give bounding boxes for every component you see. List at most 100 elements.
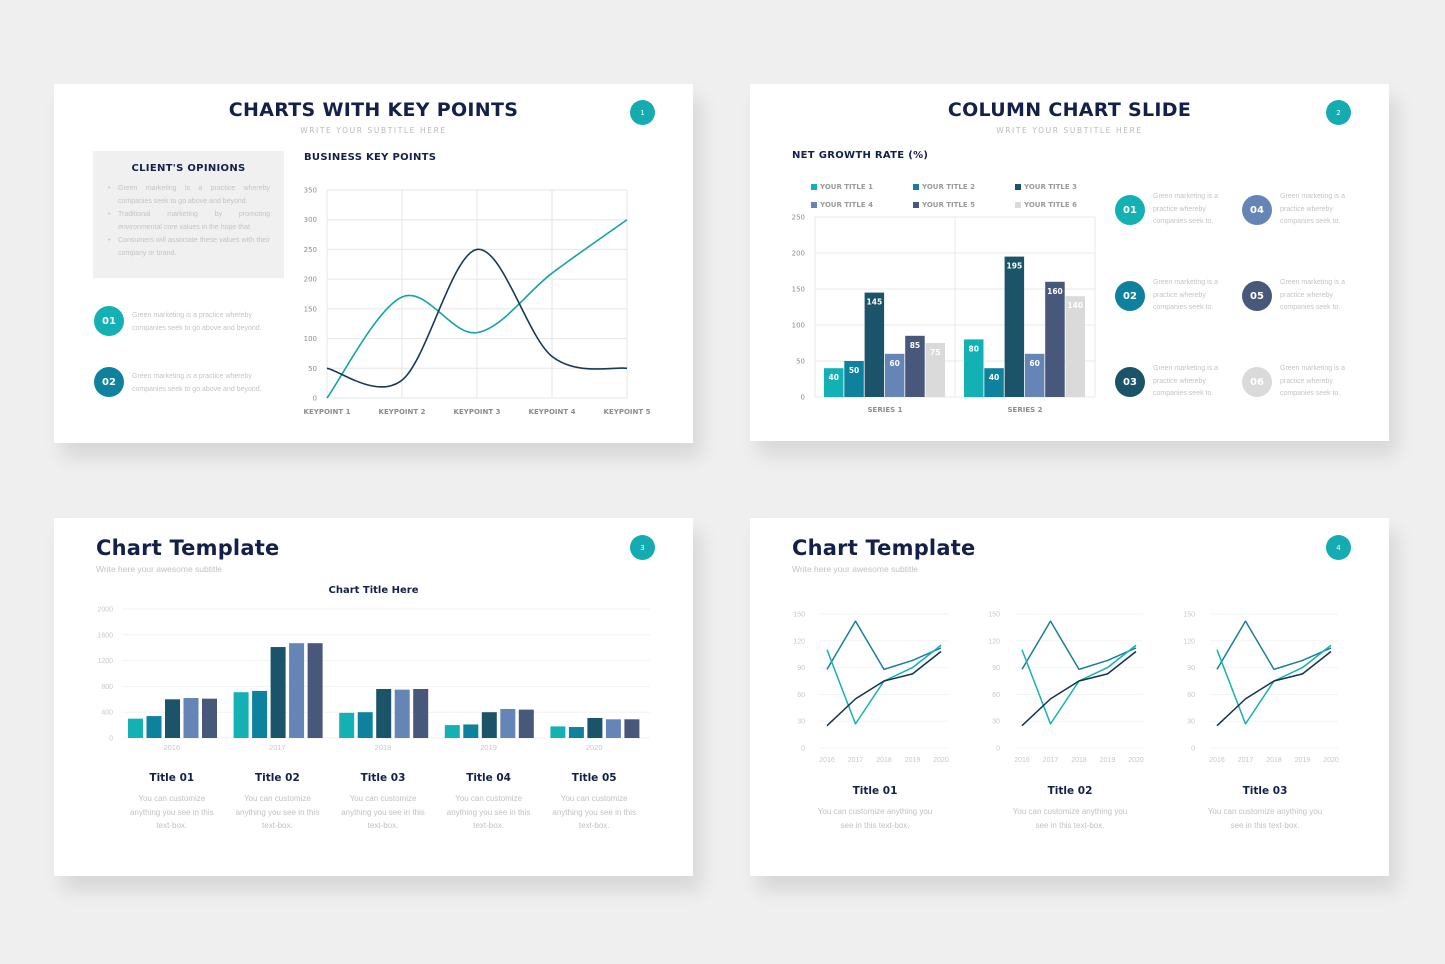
y-tick-label: 30 [1187, 719, 1195, 726]
legend-swatch [811, 184, 817, 190]
slide-subtitle: Write here your awesome subtitle [96, 564, 222, 574]
bar [984, 368, 1004, 397]
x-tick-label: KEYPOINT 5 [604, 408, 651, 416]
slide-chart-template-bars[interactable]: Chart Template Write here your awesome s… [54, 518, 693, 876]
chart-title: Chart Title Here [328, 585, 419, 596]
x-tick-label: SERIES 2 [1008, 406, 1043, 414]
slide-column-chart[interactable]: COLUMN CHART SLIDE WRITE YOUR SUBTITLE H… [750, 84, 1389, 441]
point-text-02: Green marketing is a practice whereby co… [1153, 279, 1218, 311]
bar-value-label: 195 [1007, 262, 1023, 271]
y-tick-label: 120 [988, 638, 1000, 645]
slide-title: Chart Template [96, 536, 280, 560]
legend-label: YOUR TITLE 3 [1024, 183, 1077, 191]
bar [307, 643, 323, 738]
y-tick-label: 0 [313, 395, 317, 403]
bar [824, 368, 844, 397]
y-tick-label: 90 [1187, 665, 1195, 672]
line-series [1021, 620, 1137, 671]
legend-swatch [913, 184, 919, 190]
slide-chart-template-lines[interactable]: Chart Template Write here your awesome s… [750, 518, 1389, 876]
bar [864, 292, 885, 397]
y-tick-label: 60 [797, 692, 805, 699]
y-tick-label: 200 [304, 276, 317, 284]
page-number-badge: 1 [630, 100, 655, 125]
y-tick-label: 250 [304, 246, 317, 254]
x-tick-label: 2017 [1043, 757, 1059, 764]
bar-value-label: 80 [969, 344, 979, 353]
client-opinions-heading: CLIENT'S OPINIONS [131, 163, 246, 174]
x-tick-label: 2016 [1014, 757, 1030, 764]
bar [605, 719, 621, 738]
column-description: You can customize anything you see in th… [446, 794, 531, 830]
bar [146, 716, 162, 738]
legend-item: YOUR TITLE 6 [1015, 201, 1077, 209]
point-badge-02: 02 [1115, 281, 1145, 311]
x-tick-label: 2017 [269, 743, 286, 752]
x-tick-label: 2019 [1295, 757, 1311, 764]
column-description: You can customize anything you see in th… [1012, 807, 1128, 830]
y-tick-label: 0 [996, 746, 1000, 753]
y-tick-label: 30 [992, 719, 1000, 726]
x-tick-label: 2018 [375, 743, 392, 752]
line-series [826, 644, 942, 725]
x-tick-label: 2020 [586, 743, 603, 752]
column-title: Title 02 [1047, 785, 1093, 797]
bar [376, 688, 392, 738]
grid [326, 189, 628, 399]
column-description: You can customize anything you see in th… [129, 794, 214, 830]
bar [394, 689, 410, 738]
x-tick-label: 2016 [1209, 757, 1225, 764]
bar [624, 719, 640, 738]
client-opinions-box: CLIENT'S OPINIONS • Green marketing is a … [93, 151, 284, 278]
bar [844, 361, 864, 397]
chart-title: NET GROWTH RATE (%) [792, 150, 929, 161]
bar [1004, 256, 1025, 397]
page-number-badge: 2 [1326, 100, 1351, 125]
bar [905, 335, 925, 397]
y-tick-label: 60 [1187, 692, 1195, 699]
bar [252, 690, 268, 738]
slide-subtitle: WRITE YOUR SUBTITLE HERE [996, 126, 1143, 135]
column-title: Title 04 [466, 772, 511, 784]
column-title: Title 05 [571, 772, 617, 784]
x-tick-label: KEYPOINT 1 [304, 408, 351, 416]
bar [1024, 353, 1045, 397]
point-badge-05: 05 [1242, 281, 1272, 311]
bar [568, 727, 584, 738]
y-tick-label: 150 [304, 305, 317, 313]
bar [587, 718, 603, 738]
opinions-list: • Green marketing is a practice whereby c… [108, 183, 270, 260]
y-tick-label: 30 [797, 719, 805, 726]
x-tick-label: 2020 [933, 757, 949, 764]
bar [202, 698, 217, 738]
point-badge-02: 02 [94, 367, 124, 397]
line-series [326, 248, 628, 388]
line-series [826, 620, 942, 671]
chart-title: BUSINESS KEY POINTS [304, 152, 437, 163]
bar-value-label: 140 [1067, 301, 1083, 310]
y-tick-label: 0 [1191, 746, 1195, 753]
chart-title-here-bar-chart: 0 400 800 1200 1600 2000 2016 2017 2018 2019 2020 [54, 518, 693, 876]
x-tick-label: 2016 [163, 743, 180, 752]
bar [339, 712, 355, 738]
bar-value-label: 40 [989, 373, 999, 382]
y-tick-label: 0 [109, 736, 113, 743]
net-growth-rate-chart: 0 50 100 150 200 250 40 50 145 60 85 75 SERIES 1 80 40… [750, 84, 1389, 441]
x-tick-label: 2019 [905, 757, 921, 764]
column-description: You can customize anything you see in th… [552, 794, 636, 830]
legend-swatch [1015, 202, 1021, 208]
bar [550, 726, 566, 738]
point-badge-01: 01 [94, 306, 124, 336]
mini-line-chart: 0 30 60 90 120 150 2016 2017 2018 2019 2020 [1183, 612, 1339, 765]
column-description: You can customize anything you see in th… [235, 794, 320, 830]
slide-charts-with-key-points[interactable]: CHARTS WITH KEY POINTS WRITE YOUR SUBTIT… [54, 84, 693, 443]
line-series [1021, 644, 1137, 725]
bar-value-label: 85 [910, 341, 920, 350]
legend-label: YOUR TITLE 1 [820, 183, 873, 191]
y-tick-label: 50 [796, 358, 805, 366]
y-tick-label: 150 [1183, 612, 1195, 619]
bar [884, 353, 905, 397]
x-tick-label: 2020 [1128, 757, 1144, 764]
y-tick-label: 2000 [97, 607, 113, 614]
bar-value-label: 60 [1029, 359, 1039, 368]
